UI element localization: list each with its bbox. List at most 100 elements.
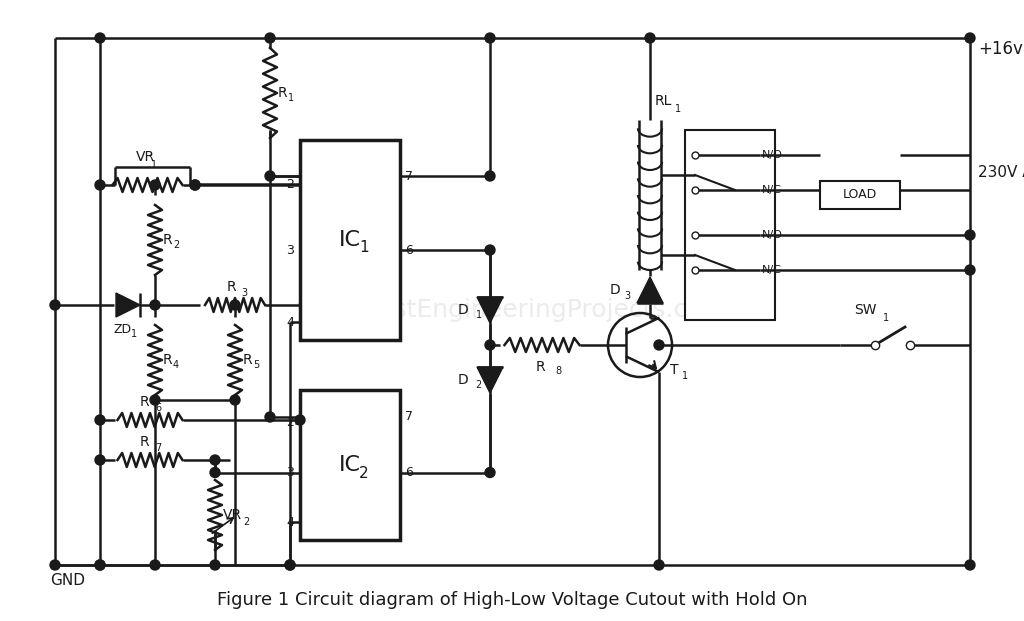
Text: 5: 5 — [253, 360, 259, 370]
Text: 4: 4 — [286, 315, 294, 329]
Text: 3: 3 — [241, 288, 247, 298]
Text: LOAD: LOAD — [843, 189, 878, 201]
Circle shape — [230, 300, 240, 310]
Circle shape — [95, 560, 105, 570]
Circle shape — [50, 300, 60, 310]
Circle shape — [190, 180, 200, 190]
Text: IC: IC — [339, 230, 361, 250]
Bar — [820, 181, 900, 209]
Text: www.bestEngineeringProjects.com: www.bestEngineeringProjects.com — [296, 298, 728, 322]
Text: 3: 3 — [286, 466, 294, 479]
Text: 1: 1 — [288, 93, 294, 103]
Text: 4: 4 — [286, 515, 294, 528]
Text: 7: 7 — [155, 443, 161, 453]
Text: GND: GND — [50, 573, 85, 588]
Polygon shape — [477, 367, 503, 393]
Text: R: R — [278, 86, 288, 100]
Text: 230V AC: 230V AC — [978, 165, 1024, 180]
Circle shape — [965, 33, 975, 43]
Circle shape — [285, 560, 295, 570]
Circle shape — [190, 180, 200, 190]
Text: R: R — [140, 395, 150, 409]
Text: 3: 3 — [286, 243, 294, 256]
Circle shape — [485, 245, 495, 255]
Circle shape — [265, 171, 275, 181]
Circle shape — [965, 560, 975, 570]
Circle shape — [50, 560, 60, 570]
Text: N/C: N/C — [762, 185, 782, 195]
Text: VR: VR — [135, 150, 155, 164]
Text: D: D — [458, 303, 468, 317]
Circle shape — [965, 265, 975, 275]
Text: 8: 8 — [555, 366, 561, 376]
Circle shape — [95, 180, 105, 190]
Text: R: R — [536, 360, 545, 374]
Circle shape — [485, 340, 495, 350]
Text: R: R — [227, 280, 237, 294]
Text: 2: 2 — [476, 380, 482, 390]
Text: 6: 6 — [406, 466, 413, 479]
Text: SW: SW — [854, 303, 877, 317]
Text: 1: 1 — [476, 310, 482, 320]
Circle shape — [210, 455, 220, 465]
Text: 1: 1 — [675, 104, 681, 114]
Text: 6: 6 — [406, 243, 413, 256]
Bar — [300, 390, 400, 540]
Bar — [685, 130, 775, 320]
Text: RL: RL — [655, 94, 673, 108]
Text: 4: 4 — [173, 360, 179, 370]
Circle shape — [210, 468, 220, 478]
Circle shape — [965, 230, 975, 240]
Circle shape — [150, 180, 160, 190]
Text: VR: VR — [223, 508, 242, 522]
Text: R: R — [140, 435, 150, 449]
Circle shape — [150, 560, 160, 570]
Text: Figure 1 Circuit diagram of High-Low Voltage Cutout with Hold On: Figure 1 Circuit diagram of High-Low Vol… — [217, 591, 807, 609]
Circle shape — [95, 33, 105, 43]
Text: D: D — [610, 283, 621, 297]
Text: 7: 7 — [406, 410, 413, 424]
Circle shape — [485, 171, 495, 181]
Circle shape — [265, 33, 275, 43]
Circle shape — [210, 560, 220, 570]
Text: D: D — [458, 373, 468, 387]
Circle shape — [95, 455, 105, 465]
Text: 2: 2 — [286, 178, 294, 191]
Text: N/O: N/O — [762, 150, 783, 160]
Circle shape — [150, 300, 160, 310]
Text: 1: 1 — [151, 160, 157, 170]
Text: 2: 2 — [286, 417, 294, 430]
Text: IC: IC — [339, 455, 361, 475]
Circle shape — [95, 560, 105, 570]
Text: 7: 7 — [406, 170, 413, 183]
Text: 3: 3 — [624, 291, 630, 301]
Circle shape — [150, 395, 160, 405]
Circle shape — [295, 415, 305, 425]
Circle shape — [230, 395, 240, 405]
Text: 2: 2 — [359, 466, 369, 481]
Text: 1: 1 — [682, 371, 688, 381]
Text: 2: 2 — [173, 240, 179, 250]
Text: 6: 6 — [155, 403, 161, 413]
Polygon shape — [637, 277, 663, 303]
Text: R: R — [163, 233, 173, 247]
Text: 1: 1 — [883, 313, 889, 323]
Polygon shape — [477, 297, 503, 323]
Text: R: R — [163, 353, 173, 367]
Circle shape — [95, 415, 105, 425]
Circle shape — [485, 468, 495, 478]
Circle shape — [485, 33, 495, 43]
Text: N/O: N/O — [762, 230, 783, 240]
Text: +16v: +16v — [978, 40, 1023, 58]
Text: T: T — [670, 363, 679, 377]
Text: ZD: ZD — [114, 323, 132, 336]
Text: 1: 1 — [359, 240, 369, 255]
Text: 2: 2 — [243, 517, 249, 527]
Text: R: R — [243, 353, 253, 367]
Circle shape — [265, 412, 275, 422]
Text: N/C: N/C — [762, 265, 782, 275]
Bar — [300, 140, 400, 340]
Text: 1: 1 — [131, 329, 137, 339]
Circle shape — [645, 33, 655, 43]
Circle shape — [654, 340, 664, 350]
